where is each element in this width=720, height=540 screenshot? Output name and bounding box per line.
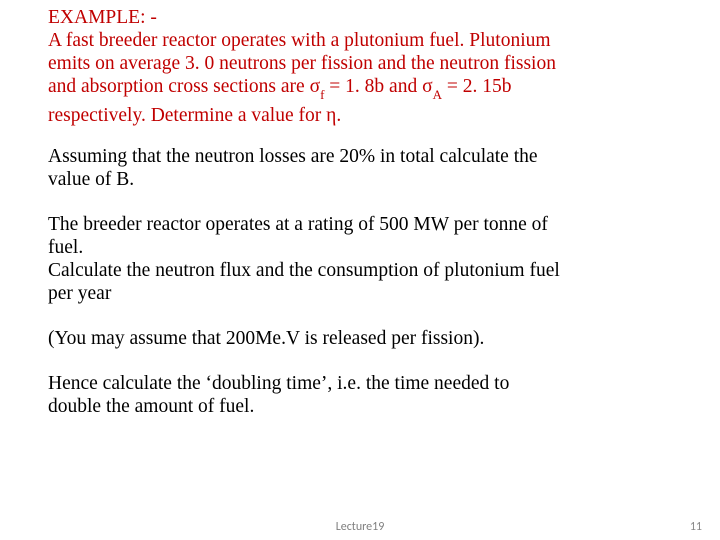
heading-line-2d-b: . xyxy=(336,105,341,126)
p2-line-c: Calculate the neutron flux and the consu… xyxy=(48,260,560,281)
heading-label: EXAMPLE: - xyxy=(48,7,157,28)
p2-line-a: The breeder reactor operates at a rating… xyxy=(48,214,548,235)
sigma-f-symbol: σ xyxy=(310,76,321,97)
heading-line-2c-a: and absorption cross sections are xyxy=(48,76,310,97)
heading-eq2: = 2. 15b xyxy=(442,76,512,97)
sigma-a-symbol: σ xyxy=(422,76,433,97)
paragraph-losses: Assuming that the neutron losses are 20%… xyxy=(48,145,678,191)
heading-line-2a: A fast breeder reactor operates with a p… xyxy=(48,30,551,51)
paragraph-doubling: Hence calculate the ‘doubling time’, i.e… xyxy=(48,372,678,418)
sigma-a-subscript: A xyxy=(433,87,442,102)
p2-line-d: per year xyxy=(48,283,111,304)
p3-text: (You may assume that 200Me.V is released… xyxy=(48,328,484,349)
p4-line-b: double the amount of fuel. xyxy=(48,396,254,417)
example-heading: EXAMPLE: - A fast breeder reactor operat… xyxy=(48,6,678,127)
heading-line-2b: emits on average 3. 0 neutrons per fissi… xyxy=(48,53,556,74)
p4-line-a: Hence calculate the ‘doubling time’, i.e… xyxy=(48,373,509,394)
heading-eq1: = 1. 8b and xyxy=(324,76,422,97)
paragraph-assumption: (You may assume that 200Me.V is released… xyxy=(48,327,678,350)
sigma-f-subscript: f xyxy=(320,87,324,102)
p2-line-b: fuel. xyxy=(48,237,83,258)
footer-page-number: 11 xyxy=(690,520,702,534)
p1-line-b: value of B. xyxy=(48,169,134,190)
eta-symbol: η xyxy=(326,105,336,126)
p1-line-a: Assuming that the neutron losses are 20%… xyxy=(48,146,538,167)
heading-line-2d-a: respectively. Determine a value for xyxy=(48,105,326,126)
paragraph-rating: The breeder reactor operates at a rating… xyxy=(48,213,678,305)
footer-lecture-label: Lecture19 xyxy=(0,520,720,534)
slide-content: EXAMPLE: - A fast breeder reactor operat… xyxy=(48,6,678,534)
